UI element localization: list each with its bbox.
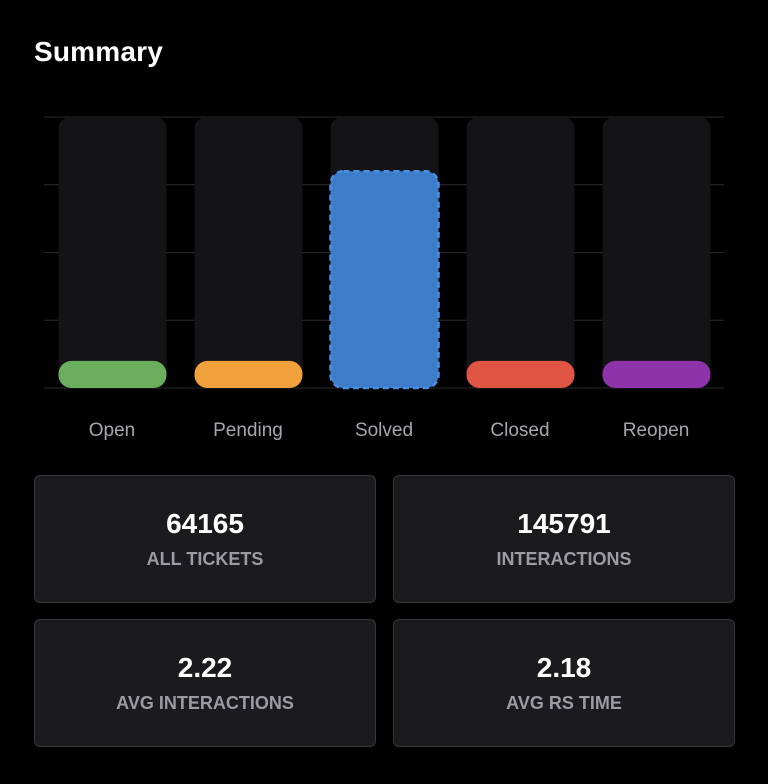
stat-card-avg-interactions: 2.22 AVG INTERACTIONS — [34, 619, 376, 747]
bar-track-pending — [194, 117, 303, 388]
stat-value: 64165 — [166, 508, 244, 539]
page-title: Summary — [34, 36, 164, 67]
bar-closed — [466, 360, 575, 388]
stat-card-all-tickets: 64165 ALL TICKETS — [34, 475, 376, 603]
x-tick-label-solved: Solved — [355, 420, 413, 441]
bar-pending — [194, 360, 303, 388]
x-tick-label-pending: Pending — [213, 420, 283, 441]
stat-card-interactions: 145791 INTERACTIONS — [393, 475, 735, 603]
stat-label: AVG INTERACTIONS — [116, 693, 294, 713]
bar-reopen — [602, 360, 711, 388]
stat-label: INTERACTIONS — [496, 549, 632, 569]
summary-bar-chart: Open Pending Solved Closed Reopen — [44, 116, 724, 441]
bar-track-closed — [466, 117, 575, 388]
bar-track-open — [58, 117, 167, 388]
stat-value: 2.18 — [536, 652, 592, 683]
x-tick-label-open: Open — [89, 420, 135, 441]
stat-label: ALL TICKETS — [146, 549, 264, 569]
bar-open — [58, 360, 167, 388]
stat-label: AVG RS TIME — [506, 693, 622, 713]
stat-card-avg-rs-time: 2.18 AVG RS TIME — [393, 619, 735, 747]
stat-value: 145791 — [517, 508, 611, 539]
x-tick-label-closed: Closed — [490, 420, 549, 441]
x-tick-label-reopen: Reopen — [623, 420, 690, 441]
stat-value: 2.22 — [177, 652, 233, 683]
bar-solved — [329, 169, 440, 390]
bar-track-reopen — [602, 117, 711, 388]
stats-grid: 64165 ALL TICKETS 145791 INTERACTIONS 2.… — [34, 475, 735, 747]
